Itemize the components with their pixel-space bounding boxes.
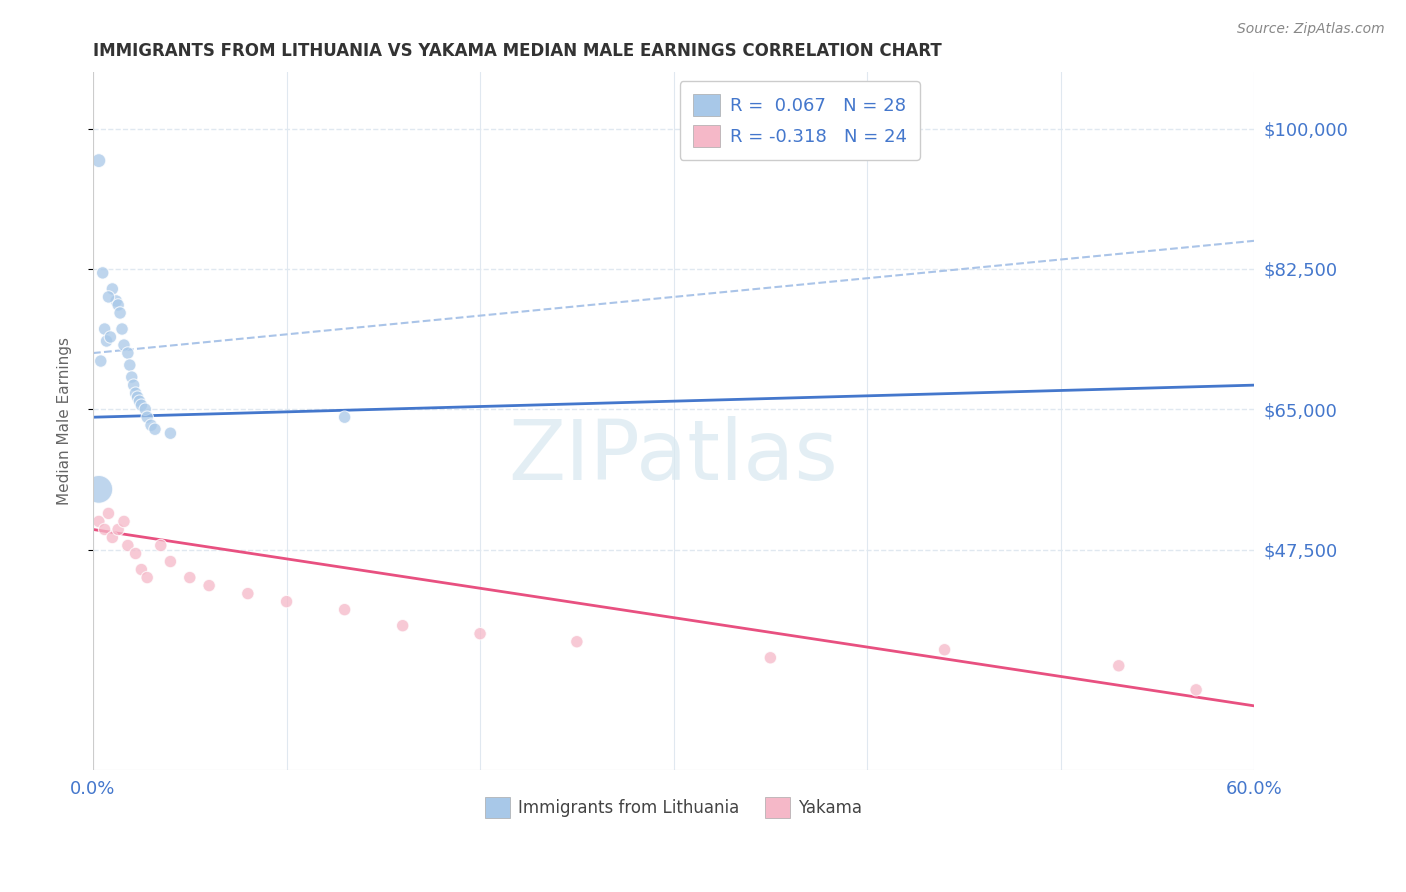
Point — [124, 386, 146, 401]
Point — [159, 555, 181, 569]
Point — [87, 483, 110, 497]
Point — [198, 578, 221, 592]
Point — [97, 507, 120, 521]
Point — [143, 422, 166, 436]
Point — [179, 570, 201, 584]
Point — [111, 322, 134, 336]
Point — [391, 618, 413, 632]
Point — [108, 306, 131, 320]
Point — [134, 402, 156, 417]
Point — [87, 515, 110, 529]
Point — [117, 539, 139, 553]
Point — [236, 586, 259, 600]
Point — [118, 358, 141, 372]
Point — [112, 515, 135, 529]
Point — [124, 547, 146, 561]
Point — [333, 410, 356, 425]
Point — [122, 378, 145, 392]
Point — [127, 390, 149, 404]
Point — [1185, 682, 1208, 697]
Point — [565, 634, 588, 648]
Point — [333, 602, 356, 616]
Point — [91, 266, 114, 280]
Point — [276, 594, 298, 608]
Point — [136, 410, 159, 425]
Text: Source: ZipAtlas.com: Source: ZipAtlas.com — [1237, 22, 1385, 37]
Point — [759, 650, 782, 665]
Point — [105, 293, 128, 308]
Text: ZIPatlas: ZIPatlas — [509, 416, 838, 497]
Point — [131, 563, 153, 577]
Point — [87, 153, 110, 168]
Point — [93, 523, 115, 537]
Point — [107, 523, 129, 537]
Point — [131, 398, 153, 412]
Point — [136, 570, 159, 584]
Point — [90, 354, 112, 368]
Point — [97, 290, 120, 304]
Point — [101, 282, 124, 296]
Point — [1108, 658, 1130, 673]
Point — [107, 298, 129, 312]
Point — [468, 626, 491, 640]
Point — [139, 418, 162, 433]
Point — [149, 539, 172, 553]
Point — [121, 370, 143, 384]
Point — [101, 531, 124, 545]
Point — [117, 346, 139, 360]
Point — [934, 642, 956, 657]
Point — [159, 426, 181, 441]
Point — [93, 322, 115, 336]
Point — [96, 334, 118, 348]
Y-axis label: Median Male Earnings: Median Male Earnings — [58, 337, 72, 505]
Point — [128, 394, 150, 409]
Legend: Immigrants from Lithuania, Yakama: Immigrants from Lithuania, Yakama — [478, 791, 869, 824]
Text: IMMIGRANTS FROM LITHUANIA VS YAKAMA MEDIAN MALE EARNINGS CORRELATION CHART: IMMIGRANTS FROM LITHUANIA VS YAKAMA MEDI… — [93, 42, 942, 60]
Point — [112, 338, 135, 352]
Point — [100, 330, 122, 344]
